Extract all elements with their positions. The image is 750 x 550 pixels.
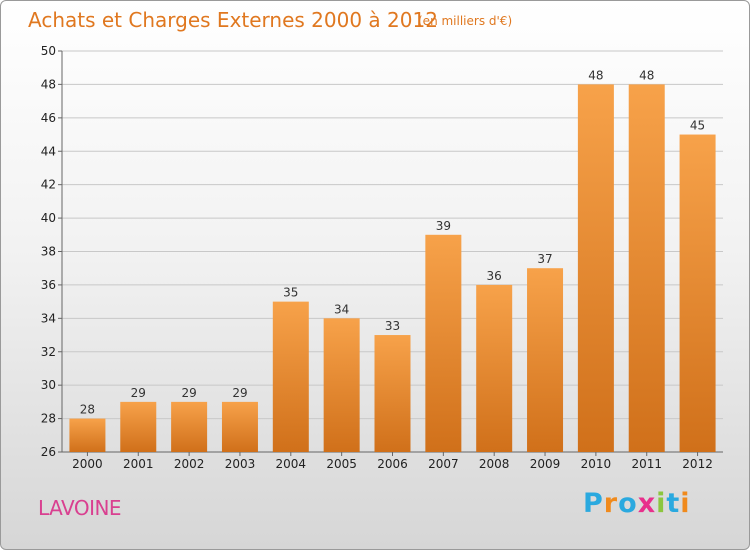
x-tick-label: 2006 [377, 457, 408, 471]
bar [679, 134, 716, 452]
x-tick-label: 2002 [174, 457, 205, 471]
bar [171, 401, 208, 452]
bar [476, 284, 513, 452]
bar [221, 401, 258, 452]
bar [628, 84, 665, 453]
logo-letter: i [680, 488, 691, 519]
bar [425, 234, 462, 452]
data-label: 48 [588, 68, 603, 82]
bar [69, 418, 106, 452]
y-tick-label: 50 [41, 44, 56, 58]
bar [374, 335, 411, 452]
bars [69, 84, 716, 453]
y-tick-label: 34 [41, 311, 56, 325]
x-tick-label: 2003 [225, 457, 256, 471]
logo-letter: o [618, 488, 638, 519]
data-label: 36 [487, 269, 502, 283]
y-tick-label: 30 [41, 378, 56, 392]
logo-letter: x [637, 488, 657, 519]
y-tick-label: 48 [41, 77, 56, 91]
logo-letter: t [666, 488, 681, 519]
data-label: 29 [232, 386, 247, 400]
chart-title: Achats et Charges Externes 2000 à 2012 [28, 8, 438, 32]
data-label: 35 [283, 286, 298, 300]
y-tick-label: 44 [41, 144, 56, 158]
y-tick-label: 38 [41, 245, 56, 259]
data-label: 45 [690, 119, 705, 133]
data-label: 28 [80, 403, 95, 417]
y-tick-label: 42 [41, 178, 56, 192]
x-tick-label: 2011 [631, 457, 662, 471]
logo-letter: i [656, 488, 667, 519]
x-tick-label: 2009 [530, 457, 561, 471]
y-tick-label: 46 [41, 111, 56, 125]
bar [323, 318, 360, 452]
data-label: 34 [334, 302, 349, 316]
commune-name: LAVOINE [38, 496, 122, 520]
labels: 26 28 30 32 34 36 38 40 42 44 46 48 50 28 2000 29 2001 29… [41, 44, 713, 471]
data-label: 37 [537, 252, 552, 266]
y-tick-label: 26 [41, 445, 56, 459]
y-tick-label: 32 [41, 345, 56, 359]
x-tick-label: 2005 [326, 457, 357, 471]
bar [577, 84, 614, 453]
logo-letter: P [583, 488, 604, 519]
x-tick-label: 2001 [123, 457, 154, 471]
x-tick-label: 2000 [72, 457, 103, 471]
proxiti-logo[interactable]: Proxiti [583, 488, 691, 519]
chart-subtitle: (en milliers d'€) [418, 14, 513, 28]
data-label: 29 [131, 386, 146, 400]
bar [527, 268, 564, 452]
x-tick-label: 2010 [581, 457, 612, 471]
x-tick-label: 2007 [428, 457, 459, 471]
data-label: 29 [181, 386, 196, 400]
y-tick-label: 28 [41, 412, 56, 426]
x-tick-label: 2012 [682, 457, 713, 471]
x-tick-label: 2008 [479, 457, 510, 471]
x-tick-label: 2004 [276, 457, 307, 471]
y-tick-label: 40 [41, 211, 56, 225]
data-label: 39 [436, 219, 451, 233]
data-label: 48 [639, 68, 654, 82]
logo-letter: r [603, 488, 619, 519]
bar [272, 301, 309, 452]
data-label: 33 [385, 319, 400, 333]
bar [120, 401, 157, 452]
y-tick-label: 36 [41, 278, 56, 292]
